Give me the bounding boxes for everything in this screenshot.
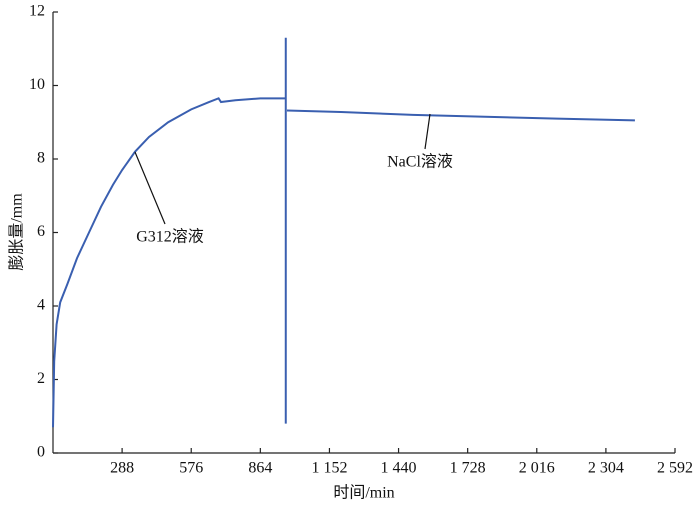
x-tick-label: 576 (179, 460, 203, 477)
y-tick-label: 12 (29, 3, 45, 20)
x-tick-label: 1 152 (311, 460, 347, 477)
x-tick-label: 864 (248, 460, 272, 477)
x-tick-label: 1 728 (450, 460, 486, 477)
x-tick-label: 2 304 (588, 460, 624, 477)
line (52, 97, 286, 428)
annotation-pointer (134, 151, 166, 225)
x-tick-label: 2 016 (519, 460, 555, 477)
annotation-pointer (424, 113, 431, 150)
y-tick-label: 2 (37, 370, 45, 387)
annotation: NaCl溶液 (387, 153, 453, 171)
line (286, 109, 635, 122)
x-tick-label: 288 (110, 460, 134, 477)
y-tick-label: 10 (29, 76, 45, 93)
x-tick-label: 2 592 (657, 460, 693, 477)
y-tick-label: 0 (37, 444, 45, 461)
x-tick-label: 1 440 (381, 460, 417, 477)
y-tick-label: 8 (37, 150, 45, 167)
x-axis-label: 时间/min (333, 484, 394, 502)
y-tick-label: 6 (37, 223, 45, 240)
y-axis-label: 膨胀量/mm (8, 193, 26, 271)
annotation: G312溶液 (136, 228, 204, 246)
y-tick-label: 4 (37, 297, 45, 314)
